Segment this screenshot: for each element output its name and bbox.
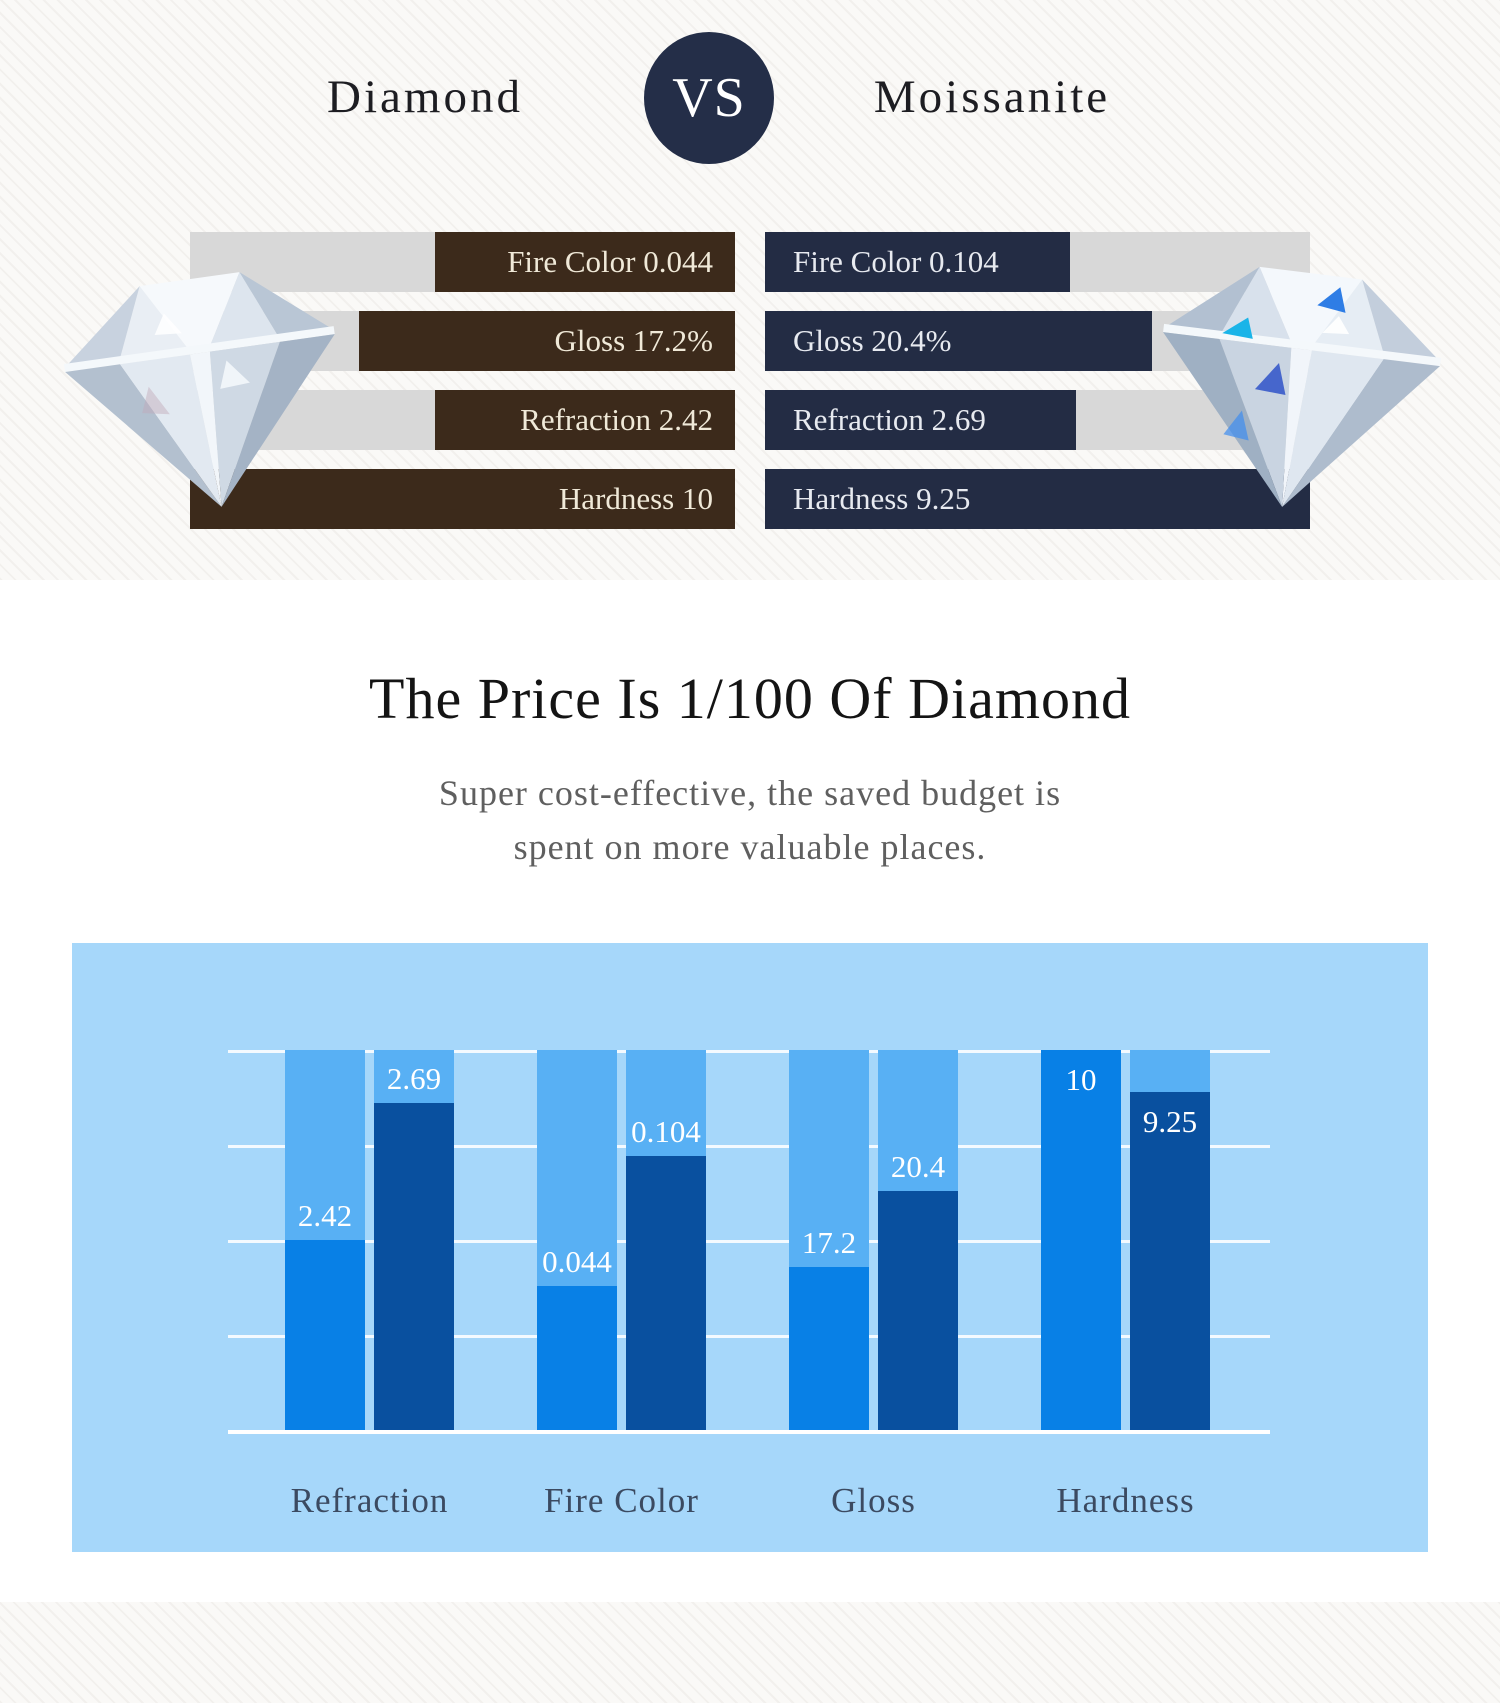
- moissanite-stat-track: Fire Color 0.104: [765, 232, 1310, 292]
- stat-bar-label: Fire Color 0.104: [793, 244, 999, 279]
- diamond-stat-bar: Hardness 10: [190, 469, 735, 529]
- moissanite-stat-bar: Gloss 20.4%: [765, 311, 1152, 371]
- comparison-bar-chart: 2.42 2.69 Refraction 0.044 0.104 Fire Color 17…: [72, 943, 1428, 1552]
- gridline: [228, 1240, 1270, 1243]
- moissanite-photo: [1163, 266, 1442, 508]
- bar-value-label: 2.42: [297, 1198, 353, 1233]
- bar-value-label: 0.104: [631, 1114, 701, 1150]
- diamond-bar-hardness: [1041, 1050, 1121, 1430]
- moissanite-title: Moissanite: [873, 71, 1111, 123]
- category-label-refraction: Refraction: [290, 1481, 449, 1520]
- x-axis-line: [228, 1430, 1270, 1434]
- bar-value-label: 10: [1065, 1062, 1097, 1097]
- diamond-stat-track: Fire Color 0.044: [190, 232, 735, 292]
- diamond-bar-gloss: [789, 1266, 869, 1430]
- moissanite-bar-gloss: [878, 1190, 958, 1430]
- vs-badge-label: VS: [672, 67, 746, 129]
- moissanite-stat-bar: Refraction 2.69: [765, 390, 1076, 450]
- category-label-gloss: Gloss: [831, 1481, 916, 1520]
- category-label-fire-color: Fire Color: [544, 1481, 699, 1520]
- bar-value-label: 17.2: [801, 1224, 857, 1260]
- bar-value-label: 0.044: [542, 1243, 612, 1279]
- price-subtitle-line1: Super cost-effective, the saved budget i…: [438, 773, 1062, 813]
- diamond-bar-fire-color: [537, 1285, 617, 1430]
- hero-section: Diamond VS Moissanite Fire Color 0.044 Gl…: [0, 0, 1500, 580]
- stat-bar-label: Gloss 17.2%: [554, 323, 713, 358]
- moissanite-stat-bar: Fire Color 0.104: [765, 232, 1071, 292]
- moissanite-bar-fire-color: [626, 1156, 706, 1430]
- stat-bar-label: Refraction 2.42: [520, 402, 713, 437]
- price-title: The Price Is 1/100 Of Diamond: [369, 666, 1131, 731]
- diamond-stat-track: Hardness 10: [190, 469, 735, 529]
- diamond-photo: [64, 272, 335, 507]
- moissanite-stat-bar: Hardness 9.25: [765, 469, 1310, 529]
- moissanite-stat-track: Hardness 9.25: [765, 469, 1310, 529]
- category-label-hardness: Hardness: [1056, 1481, 1195, 1520]
- gridline: [228, 1335, 1270, 1338]
- stat-bar-label: Gloss 20.4%: [793, 323, 952, 358]
- bar-value-label: 20.4: [890, 1148, 946, 1184]
- diamond-title: Diamond: [327, 71, 523, 123]
- bar-value-label: 2.69: [386, 1061, 442, 1097]
- stat-bar-label: Hardness 9.25: [793, 481, 971, 516]
- stat-bar-label: Refraction 2.69: [793, 402, 986, 437]
- diamond-stat-bar: Refraction 2.42: [435, 390, 735, 450]
- vs-badge: VS: [644, 32, 774, 164]
- stat-bar-label: Hardness 10: [558, 481, 713, 516]
- diamond-stat-bar: Fire Color 0.044: [435, 232, 735, 292]
- moissanite-bar-hardness: [1130, 1091, 1210, 1430]
- gridline: [228, 1145, 1270, 1148]
- price-subtitle-line2: spent on more valuable places.: [513, 827, 987, 867]
- gridline: [228, 1050, 1270, 1053]
- moissanite-bar-refraction: [374, 1103, 454, 1430]
- bottom-decorative-strip: [0, 1602, 1500, 1703]
- diamond-stat-bar: Gloss 17.2%: [358, 311, 735, 371]
- stat-bar-label: Fire Color 0.044: [507, 244, 713, 279]
- bar-value-label: 9.25: [1142, 1103, 1198, 1139]
- diamond-bar-refraction: [285, 1240, 365, 1430]
